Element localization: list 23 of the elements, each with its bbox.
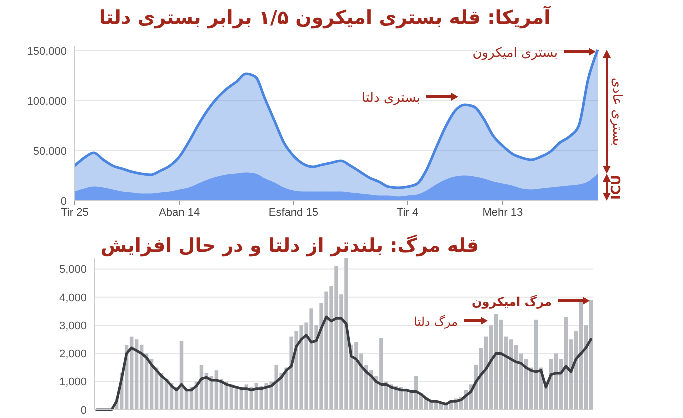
y-tick-label: 150,000: [27, 46, 67, 58]
y-tick-label: 4,000: [59, 292, 87, 304]
text: بستری عادی: [610, 78, 624, 146]
y-tick-label: 1,000: [59, 376, 87, 389]
y-tick-label: 0: [80, 404, 87, 417]
x-tick-label: Mehr 13: [482, 207, 524, 219]
y-tick-label: 5,000: [59, 264, 87, 276]
chart-title: آمریکا: قله بستری امیکرون ۱/۵ برابر بستری دلتا: [99, 5, 552, 29]
y-tick-label: 3,000: [59, 320, 87, 332]
y-tick-label: 0: [60, 196, 67, 208]
y-tick-label: 2,000: [59, 348, 87, 361]
text: ICU: [610, 175, 624, 200]
y-tick-label: 100,000: [27, 96, 67, 108]
x-tick-label: Tir 4: [397, 207, 419, 219]
annotation: بستری دلتا: [362, 91, 420, 106]
annotation: مرگ امیکرون: [472, 295, 552, 309]
annotation: مرگ دلتا: [414, 315, 458, 329]
x-tick-label: Aban 14: [159, 207, 200, 219]
x-tick-label: Tir 25: [61, 207, 89, 219]
annotation: بستری امیکرون: [472, 46, 558, 61]
x-tick-label: Esfand 15: [268, 207, 318, 219]
y-tick-label: 50,000: [33, 146, 67, 158]
chart-title: قله مرگ: بلندتر از دلتا و در حال افزایش: [100, 234, 480, 257]
